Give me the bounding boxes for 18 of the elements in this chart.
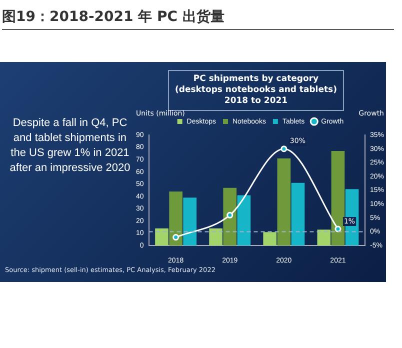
bar — [277, 158, 291, 246]
bar — [291, 182, 305, 246]
point — [280, 146, 288, 152]
bar — [223, 188, 237, 246]
bar — [331, 150, 345, 246]
point — [172, 234, 180, 241]
point — [334, 226, 342, 232]
bar — [263, 232, 277, 246]
bar — [209, 228, 222, 246]
chart-subtitle: PC shipments by category (desktops notebooks and tablets) 2018 to 2021 — [168, 70, 344, 112]
bar — [183, 198, 197, 246]
bar — [155, 228, 168, 246]
text: Despite a fall in Q4, PC and tablet shipments in the US grew 1% in 2021 after an impressive 2020 — [8, 116, 132, 176]
chart-title: 图19：2018-2021 年 PC 出货量 — [2, 8, 394, 30]
point — [226, 212, 234, 218]
bar — [169, 192, 182, 246]
bar — [317, 230, 331, 246]
bar — [237, 195, 251, 246]
